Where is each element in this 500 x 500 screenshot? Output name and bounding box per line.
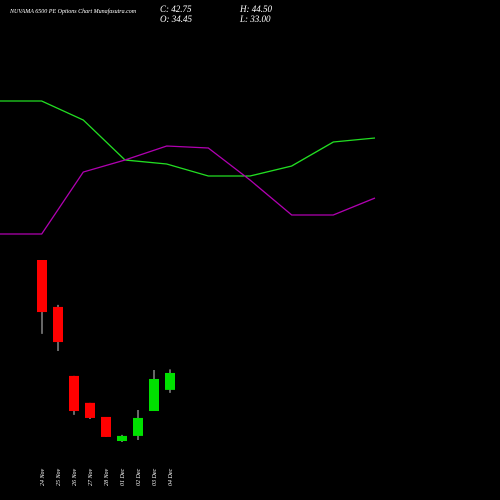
x-tick-label: 28 Nov [104,468,110,486]
chart-title: NUVAMA 6500 PE Options Chart Munafasutra… [9,8,137,15]
candle-body [165,372,175,390]
candle-body [85,402,95,418]
candle-body [69,375,79,412]
open-label: O: 34.45 [160,14,192,24]
x-tick-label: 01 Dec [120,469,126,486]
x-tick-label: 03 Dec [152,469,158,486]
x-tick-label: 25 Nov [56,468,62,486]
candle-body [53,306,63,343]
low-label: L: 33.00 [239,14,271,24]
x-tick-label: 24 Nov [39,468,46,486]
high-label: H: 44.50 [239,4,272,14]
candle-body [117,435,127,442]
x-tick-label: 04 Dec [167,469,174,486]
candle-body [101,416,111,437]
x-tick-label: 27 Nov [88,468,94,486]
line-series [0,145,376,235]
candle-body [37,260,47,313]
candle-body [149,378,159,412]
close-label: C: 42.75 [160,4,192,14]
x-tick-label: 02 Dec [136,469,142,486]
x-tick-label: 26 Nov [72,468,78,486]
line-series [0,100,376,177]
candle-body [133,417,143,436]
